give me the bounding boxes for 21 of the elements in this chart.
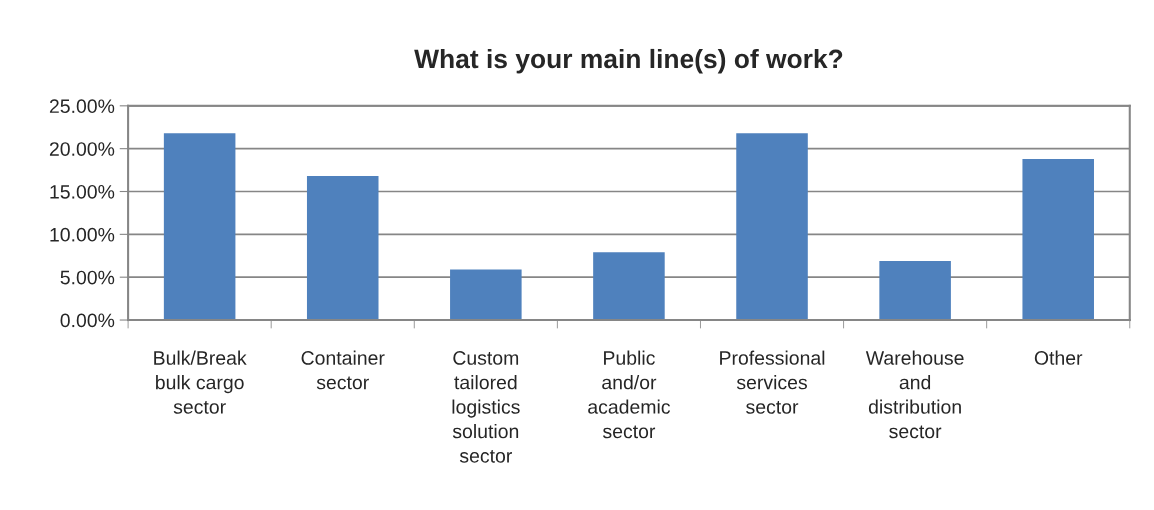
x-tick-label: Warehouse and distribution sector xyxy=(865,350,964,439)
y-tick-label: 25.00% xyxy=(49,99,115,114)
x-tick-label: Container sector xyxy=(301,350,385,390)
x-tick-label: Custom tailored logistics solution sector xyxy=(452,351,520,463)
x-tick-label: Professional services sector xyxy=(720,350,825,414)
chart-title: What is your main line(s) of work? xyxy=(414,48,843,74)
x-tick-label: Other xyxy=(1034,350,1083,365)
x-tick-label: Bulk/Break bulk cargo sector xyxy=(154,350,247,414)
bar xyxy=(163,133,236,321)
y-tick-label: 10.00% xyxy=(50,227,115,242)
y-tick-label: 5.00% xyxy=(60,270,115,285)
y-tick-label: 0.00% xyxy=(60,313,115,328)
y-tick-label: 20.00% xyxy=(49,142,115,156)
bar xyxy=(306,176,379,321)
bar xyxy=(593,252,665,321)
x-tick-label: Public and/or academic sector xyxy=(588,350,671,439)
bar xyxy=(736,133,808,321)
bar xyxy=(1022,158,1094,321)
bar xyxy=(879,260,951,321)
bar xyxy=(450,269,522,321)
y-tick-label: 15.00% xyxy=(50,184,115,199)
